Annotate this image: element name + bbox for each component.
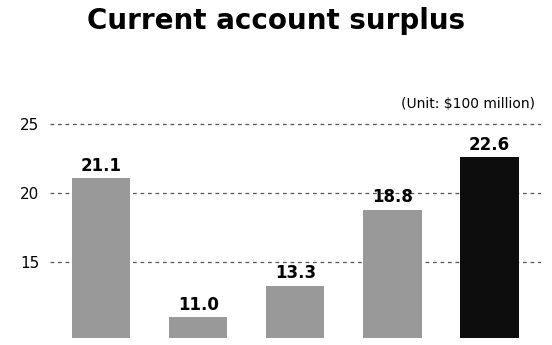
Text: (Unit: $100 million): (Unit: $100 million)	[401, 97, 535, 111]
Text: 11.0: 11.0	[178, 296, 219, 314]
Text: 21.1: 21.1	[81, 157, 121, 175]
Bar	[266, 286, 325, 345]
Text: 22.6: 22.6	[469, 136, 510, 154]
Bar	[363, 210, 422, 345]
Text: Current account surplus: Current account surplus	[87, 7, 465, 35]
Text: 13.3: 13.3	[275, 264, 316, 282]
Text: 18.8: 18.8	[372, 188, 413, 206]
Bar	[72, 178, 130, 345]
Bar	[169, 317, 227, 345]
Bar	[460, 157, 519, 345]
